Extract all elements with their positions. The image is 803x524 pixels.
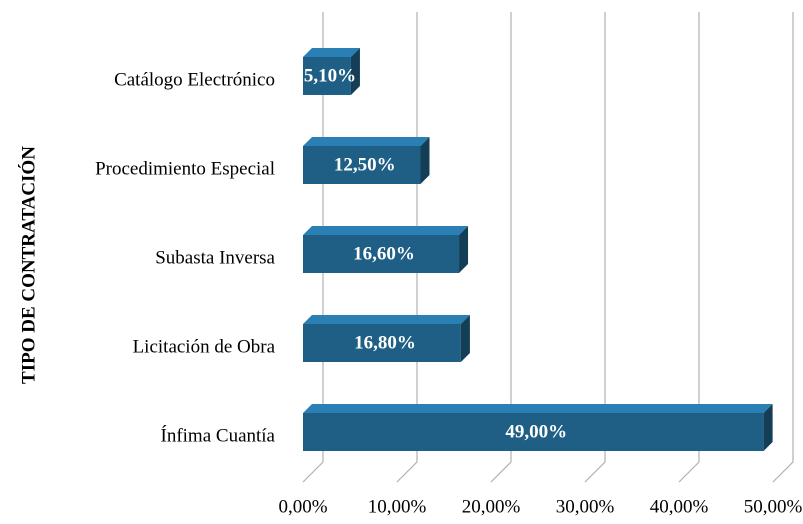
grid-line [772,12,794,483]
y-axis-label: TIPO DE CONTRATACIÓN [17,146,39,384]
bar-side [350,48,360,95]
bar-front [303,146,421,184]
bar-front [303,57,351,95]
value-label: 16,80% [354,332,416,353]
bar-side [460,315,470,362]
y-tick-label: Subasta Inversa [155,247,275,268]
bar [303,226,469,273]
bar-top [303,404,773,413]
bar [303,315,470,362]
x-tick-label: 50,00% [744,496,803,517]
value-label: 49,00% [505,421,567,442]
value-label: 12,50% [334,154,396,175]
grid-line [678,12,700,483]
bar [303,137,430,184]
bar [303,404,773,451]
bar-top [303,226,469,235]
y-tick-label: Ínfima Cuantía [161,424,276,446]
bar-top [303,137,430,146]
x-tick-label: 30,00% [556,496,615,517]
bar-side [420,137,430,184]
y-tick-label: Procedimiento Especial [95,158,275,179]
x-tick-label: 10,00% [368,496,427,517]
bar [303,48,360,95]
x-tick-label: 20,00% [462,496,521,517]
grid-line [584,12,606,483]
value-label: 16,60% [353,243,415,264]
grid-line [490,12,512,483]
y-tick-label: Licitación de Obra [133,336,276,357]
bar-side [459,226,469,273]
bar-top [303,48,360,57]
bar-top [303,315,470,324]
bar-front [303,324,461,362]
bar-front [303,413,764,451]
bar-front [303,235,460,273]
x-tick-label: 0,00% [278,496,327,517]
bar-side [763,404,773,451]
x-tick-label: 40,00% [650,496,709,517]
y-tick-label: Catálogo Electrónico [114,69,275,90]
value-label: 5,10% [304,65,356,86]
